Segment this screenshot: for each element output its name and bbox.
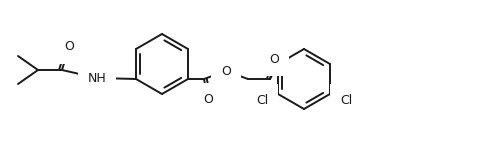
- Text: O: O: [203, 93, 213, 105]
- Text: Cl: Cl: [340, 93, 352, 107]
- Text: O: O: [64, 40, 74, 54]
- Text: O: O: [221, 64, 231, 78]
- Text: NH: NH: [88, 71, 106, 85]
- Text: Cl: Cl: [256, 93, 268, 107]
- Text: O: O: [269, 52, 279, 66]
